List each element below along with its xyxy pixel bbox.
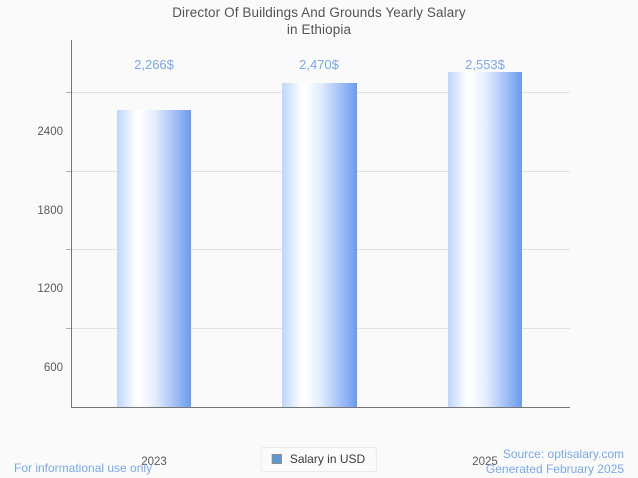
bar-value-2024: 2,470$ bbox=[299, 57, 339, 72]
x-tick-label-2025: 2025 bbox=[472, 456, 498, 468]
bar-2024[interactable] bbox=[282, 83, 357, 407]
y-tick-label-600: 600 bbox=[43, 362, 63, 374]
bar-2025[interactable] bbox=[448, 72, 522, 407]
y-tick-label-2400: 2400 bbox=[37, 126, 63, 138]
legend-item-label: Salary in USD bbox=[289, 452, 366, 466]
y-axis-line bbox=[71, 40, 72, 408]
chart-title-line-1: Director Of Buildings And Grounds Yearly… bbox=[172, 5, 466, 20]
legend-square-icon bbox=[271, 454, 282, 464]
tick-600 bbox=[66, 328, 71, 329]
bar-2023[interactable] bbox=[117, 110, 191, 407]
plot-area: 2,266$ 2,470$ 2,553$ 2023 2024 2025 bbox=[66, 40, 570, 468]
chart-title: Director Of Buildings And Grounds Yearly… bbox=[0, 4, 638, 38]
chart-legend[interactable]: Salary in USD bbox=[260, 447, 378, 472]
x-tick-label-2023: 2023 bbox=[141, 456, 167, 468]
chart-title-line-2: in Ethiopia bbox=[286, 22, 352, 37]
tick-2400 bbox=[66, 92, 71, 93]
y-tick-label-1800: 1800 bbox=[37, 205, 63, 217]
tick-1200 bbox=[66, 249, 71, 250]
footer-generated-date: Generated February 2025 bbox=[485, 462, 624, 476]
footer-source: Source: optisalary.com bbox=[502, 447, 624, 461]
footer-source-block: Source: optisalary.com Generated Februar… bbox=[486, 447, 624, 477]
y-tick-label-1200: 1200 bbox=[37, 283, 63, 295]
bar-value-2025: 2,553$ bbox=[465, 57, 505, 72]
bar-value-2023: 2,266$ bbox=[134, 57, 174, 72]
y-axis-tick-labels: 2400 1800 1200 600 bbox=[16, 40, 63, 408]
tick-1800 bbox=[66, 171, 71, 172]
footer-disclaimer: For informational use only bbox=[14, 461, 153, 475]
x-axis-line bbox=[71, 407, 570, 408]
